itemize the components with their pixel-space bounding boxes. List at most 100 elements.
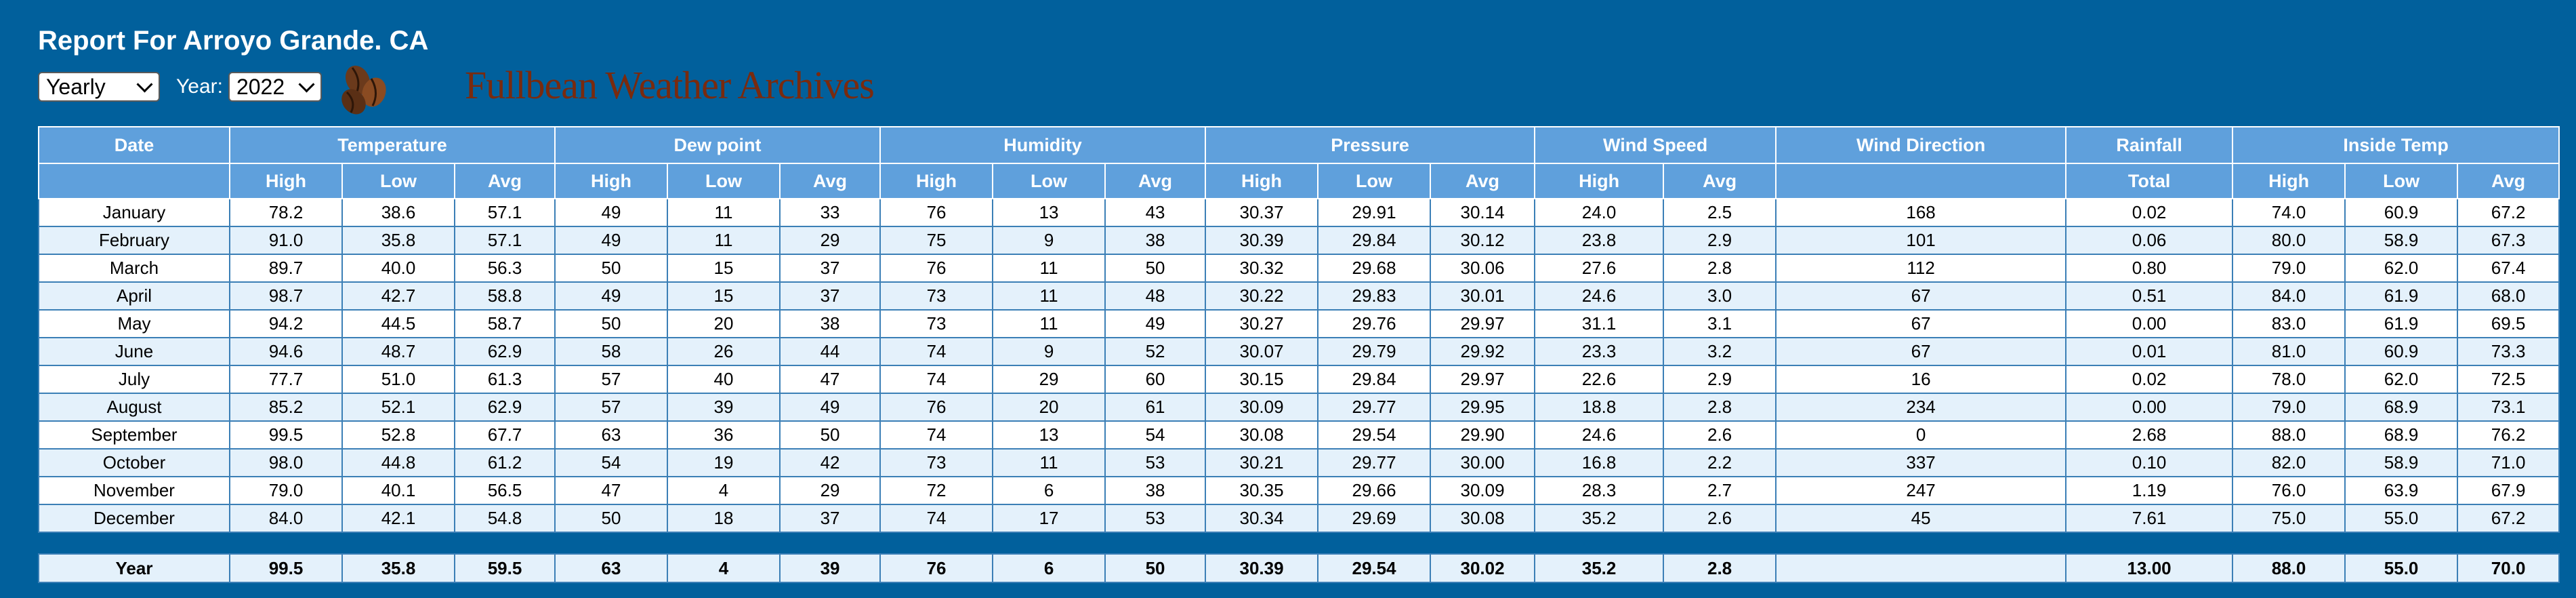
table-cell: 11 <box>992 448 1106 477</box>
table-cell: 18.8 <box>1534 393 1665 422</box>
table-cell: 58 <box>554 337 669 366</box>
table-cell: 74.0 <box>2232 198 2346 227</box>
month-cell: February <box>38 226 230 255</box>
table-cell: 37 <box>779 254 881 283</box>
table-cell: 30.27 <box>1205 309 1319 338</box>
table-cell: 57.1 <box>453 226 556 255</box>
table-cell: 30.06 <box>1430 254 1536 283</box>
table-cell: 60.9 <box>2344 198 2459 227</box>
sub-header <box>1775 163 2067 199</box>
table-cell: 52.1 <box>341 393 455 422</box>
table-cell: 61.2 <box>453 448 556 477</box>
table-cell: 67.2 <box>2457 504 2560 533</box>
total-cell: 99.5 <box>229 553 343 583</box>
total-label: Year <box>38 553 230 583</box>
sub-header: High <box>1534 163 1665 199</box>
table-cell: 79.0 <box>229 476 343 505</box>
table-row: November 79.0 40.1 56.5 47 4 29 72 6 38 30.35 29.66… <box>38 476 2560 505</box>
sub-header: High <box>879 163 994 199</box>
month-cell: August <box>38 393 230 422</box>
table-cell: 2.7 <box>1663 476 1777 505</box>
table-cell: 17 <box>992 504 1106 533</box>
sub-header: High <box>554 163 669 199</box>
table-cell: 0.06 <box>2065 226 2234 255</box>
table-cell: 112 <box>1775 254 2067 283</box>
table-cell: 84.0 <box>2232 281 2346 311</box>
table-cell: 26 <box>667 337 781 366</box>
table-cell: 72.5 <box>2457 365 2560 394</box>
table-cell: 62.0 <box>2344 365 2459 394</box>
period-select[interactable]: Yearly <box>38 72 160 102</box>
table-cell: 80.0 <box>2232 226 2346 255</box>
month-cell: June <box>38 337 230 366</box>
table-cell: 29.77 <box>1317 393 1432 422</box>
table-cell: 94.6 <box>229 337 343 366</box>
table-row: April 98.7 42.7 58.8 49 15 37 73 11 48 30.22 29.83 3… <box>38 281 2560 311</box>
total-cell <box>1775 553 2067 583</box>
table-cell: 29.91 <box>1317 198 1432 227</box>
table-cell: 2.8 <box>1663 393 1777 422</box>
table-cell: 52.8 <box>341 420 455 450</box>
table-cell: 11 <box>992 281 1106 311</box>
table-cell: 67.4 <box>2457 254 2560 283</box>
table-cell: 16 <box>1775 365 2067 394</box>
total-cell: 4 <box>667 553 781 583</box>
table-cell: 3.1 <box>1663 309 1777 338</box>
table-cell: 78.0 <box>2232 365 2346 394</box>
table-cell: 0.51 <box>2065 281 2234 311</box>
sub-header <box>38 163 230 199</box>
table-cell: 49 <box>779 393 881 422</box>
table-row: March 89.7 40.0 56.3 50 15 37 76 11 50 30.32 29.68 3… <box>38 254 2560 283</box>
table-cell: 30.08 <box>1205 420 1319 450</box>
sub-header: Avg <box>1430 163 1536 199</box>
table-cell: 56.5 <box>453 476 556 505</box>
table-cell: 42 <box>779 448 881 477</box>
sub-header: Avg <box>453 163 556 199</box>
table-cell: 53 <box>1104 448 1207 477</box>
weather-table: Date Temperature Dew point Humidity Pressure… <box>38 126 2560 583</box>
table-cell: 58.8 <box>453 281 556 311</box>
year-select-value: 2022 <box>236 74 285 99</box>
year-select[interactable]: 2022 <box>228 72 322 102</box>
sub-header-row: High Low Avg High Low Avg High Low Avg High Low Avg… <box>38 163 2560 199</box>
table-cell: 76.0 <box>2232 476 2346 505</box>
sub-header: Low <box>1317 163 1432 199</box>
table-cell: 0 <box>1775 420 2067 450</box>
table-cell: 67.3 <box>2457 226 2560 255</box>
table-cell: 3.2 <box>1663 337 1777 366</box>
table-cell: 30.15 <box>1205 365 1319 394</box>
table-cell: 168 <box>1775 198 2067 227</box>
table-cell: 67 <box>1775 281 2067 311</box>
table-cell: 74 <box>879 365 994 394</box>
table-cell: 52 <box>1104 337 1207 366</box>
table-cell: 49 <box>1104 309 1207 338</box>
table-cell: 62.0 <box>2344 254 2459 283</box>
month-cell: October <box>38 448 230 477</box>
table-cell: 74 <box>879 420 994 450</box>
table-cell: 73.1 <box>2457 393 2560 422</box>
table-cell: 73 <box>879 309 994 338</box>
total-cell: 35.8 <box>341 553 455 583</box>
table-cell: 27.6 <box>1534 254 1665 283</box>
table-cell: 20 <box>992 393 1106 422</box>
table-cell: 0.01 <box>2065 337 2234 366</box>
coffee-beans-icon <box>341 65 386 115</box>
table-cell: 29.69 <box>1317 504 1432 533</box>
table-cell: 4 <box>667 476 781 505</box>
table-cell: 29.92 <box>1430 337 1536 366</box>
table-cell: 22.6 <box>1534 365 1665 394</box>
table-cell: 29.83 <box>1317 281 1432 311</box>
table-cell: 67.2 <box>2457 198 2560 227</box>
month-cell: December <box>38 504 230 533</box>
table-cell: 0.02 <box>2065 365 2234 394</box>
table-cell: 29.68 <box>1317 254 1432 283</box>
table-cell: 29.66 <box>1317 476 1432 505</box>
table-cell: 2.6 <box>1663 420 1777 450</box>
table-cell: 38 <box>779 309 881 338</box>
table-cell: 44.5 <box>341 309 455 338</box>
table-cell: 67.7 <box>453 420 556 450</box>
table-cell: 30.39 <box>1205 226 1319 255</box>
sub-header: Low <box>667 163 781 199</box>
table-cell: 7.61 <box>2065 504 2234 533</box>
table-cell: 71.0 <box>2457 448 2560 477</box>
